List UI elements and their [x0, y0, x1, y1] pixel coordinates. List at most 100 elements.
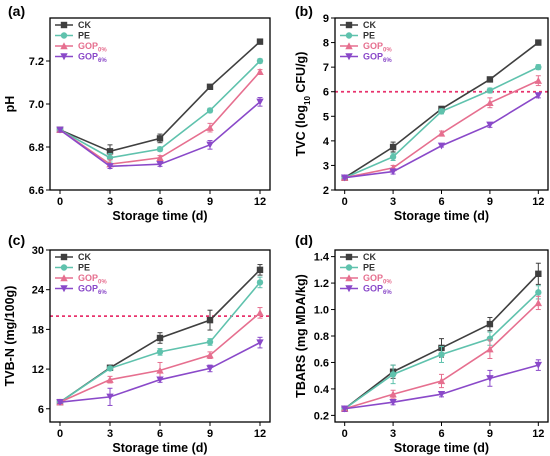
legend-label: GOP6%	[78, 284, 107, 297]
legend-marker	[345, 264, 353, 271]
data-point	[206, 338, 214, 346]
x-tick-label: 0	[57, 196, 63, 208]
y-tick-label: 1.0	[314, 305, 329, 317]
data-point	[486, 320, 494, 328]
y-tick-label: 4	[323, 136, 330, 148]
legend-label: GOP6%	[363, 52, 392, 64]
data-point	[156, 376, 164, 384]
y-tick-label: 0.6	[314, 357, 329, 369]
data-point	[156, 334, 164, 342]
panel-label: (b)	[295, 3, 313, 19]
data-point	[340, 405, 349, 413]
data-point	[389, 153, 397, 161]
data-point	[486, 375, 494, 383]
y-tick-label: 2	[323, 185, 329, 197]
legend-marker	[60, 32, 68, 39]
y-tick-label: 1.2	[314, 278, 329, 290]
x-tick-label: 3	[390, 428, 396, 440]
data-point	[256, 98, 264, 106]
x-tick-label: 6	[438, 196, 444, 208]
y-tick-label: 6	[323, 87, 329, 99]
legend-label: CK	[78, 252, 91, 262]
legend-marker	[60, 53, 68, 61]
y-tick-label: 24	[32, 285, 45, 297]
data-point	[206, 316, 214, 324]
y-axis-title: TVB-N (mg/100g)	[3, 286, 17, 387]
data-point	[486, 76, 494, 83]
data-point	[206, 83, 214, 90]
legend-marker	[60, 42, 68, 50]
data-point	[206, 365, 214, 373]
x-tick-label: 12	[254, 196, 266, 208]
data-point	[389, 390, 397, 398]
x-tick-label: 9	[487, 196, 493, 208]
x-tick-label: 0	[342, 196, 348, 208]
x-tick-label: 9	[487, 428, 493, 440]
legend-label: CK	[363, 252, 376, 262]
x-axis-title: Storage time (d)	[112, 209, 207, 223]
data-point	[106, 393, 114, 401]
data-point	[256, 339, 264, 347]
data-point	[389, 398, 397, 406]
data-point	[486, 99, 494, 106]
data-point	[437, 377, 446, 385]
panel-d: (d) 0 3 6 9 12 0.2 0.4 0.6 0.8 1.0 1.2 1.4 Storage ti…	[294, 232, 549, 455]
data-point	[106, 154, 114, 161]
legend-marker	[345, 253, 353, 261]
panel-label: (d)	[295, 232, 313, 248]
data-point	[486, 87, 494, 94]
data-point	[437, 142, 446, 150]
y-tick-label: 0.8	[314, 331, 329, 343]
data-point	[156, 366, 164, 374]
legend-label: PE	[78, 263, 90, 273]
legend-marker	[60, 253, 68, 261]
data-point	[437, 391, 446, 398]
x-axis-title: Storage time (d)	[394, 441, 489, 455]
data-point	[106, 375, 114, 383]
data-point	[256, 279, 264, 286]
legend-label: PE	[363, 263, 375, 273]
x-tick-label: 9	[207, 196, 213, 208]
y-tick-label: 6.6	[29, 185, 44, 197]
x-tick-label: 3	[107, 196, 113, 208]
series-gop6pct	[56, 97, 264, 171]
legend-label: GOP0%	[363, 41, 392, 54]
data-point	[534, 76, 543, 84]
series-pe	[56, 57, 264, 163]
y-tick-label: 5	[323, 111, 329, 123]
series-pe	[341, 63, 542, 181]
panel-label: (a)	[8, 3, 25, 19]
y-tick-label: 7	[323, 62, 329, 74]
legend-marker	[60, 264, 68, 271]
x-tick-label: 12	[532, 196, 544, 208]
data-point	[535, 39, 542, 46]
panel-label: (c)	[8, 232, 25, 248]
x-tick-label: 3	[107, 428, 113, 440]
data-point	[156, 348, 164, 356]
x-axis-title: Storage time (d)	[394, 209, 489, 223]
data-point	[534, 299, 543, 307]
y-tick-label: 12	[32, 364, 44, 376]
data-point	[256, 68, 264, 75]
series-gop6pct	[340, 359, 543, 413]
data-point	[535, 63, 542, 71]
legend-marker	[345, 53, 353, 61]
legend-marker	[345, 32, 353, 39]
series-gop6pct	[340, 92, 543, 182]
data-point	[389, 168, 397, 176]
legend-label: CK	[363, 20, 376, 30]
data-point	[534, 92, 543, 100]
data-point	[206, 141, 214, 149]
series-gop0pct	[56, 68, 264, 169]
panel-c: (c) 0 3 6 9 12 6 12 18 24 30 Storage time (d) TVB-N …	[3, 232, 271, 455]
x-tick-label: 3	[390, 196, 396, 208]
x-tick-label: 12	[254, 428, 266, 440]
series-gop0pct	[340, 295, 543, 412]
x-tick-label: 12	[532, 428, 544, 440]
legend-marker	[345, 274, 353, 282]
data-point	[206, 107, 214, 114]
data-point	[256, 266, 264, 274]
data-point	[534, 361, 543, 369]
